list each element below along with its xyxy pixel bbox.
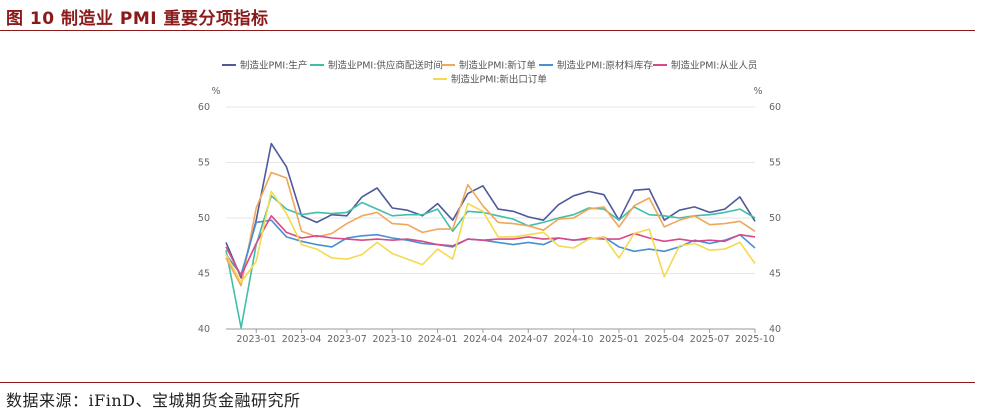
y-tick-label-left: 40	[198, 324, 210, 335]
x-tick-label: 2024-01	[418, 334, 458, 345]
bottom-rule	[0, 382, 975, 383]
x-tick-label: 2025-10	[735, 334, 775, 345]
y-unit-right: %	[753, 86, 762, 97]
legend-label: 制造业PMI:新订单	[459, 60, 536, 72]
chart-axes: 40 40 45 45 50 50 55 55 60 60% % 2023-01 2023-04 2023…	[198, 86, 781, 345]
y-tick-label-right: 50	[769, 213, 781, 224]
series-line-4	[225, 219, 756, 276]
figure-title: 图 10 制造业 PMI 重要分项指标	[6, 9, 269, 29]
source-note: 数据来源：iFinD、宝城期货金融研究所	[6, 391, 301, 410]
x-tick-label: 2023-04	[282, 334, 322, 345]
legend-label: 制造业PMI:从业人员	[671, 60, 757, 72]
x-tick-label: 2023-01	[236, 334, 276, 345]
series-line-1	[225, 142, 756, 279]
legend-label: 制造业PMI:生产	[240, 60, 307, 72]
y-tick-label-left: 50	[198, 213, 210, 224]
legend-label: 制造业PMI:原材料库存	[557, 60, 653, 72]
y-tick-label-right: 60	[769, 102, 781, 113]
y-tick-label-right: 55	[769, 158, 781, 169]
series-line-5	[225, 215, 756, 277]
y-tick-label-left: 55	[198, 158, 210, 169]
legend-label: 制造业PMI:新出口订单	[451, 74, 547, 86]
x-tick-label: 2024-04	[463, 334, 503, 345]
x-tick-label: 2024-10	[554, 334, 594, 345]
y-unit-left: %	[211, 86, 220, 97]
x-tick-label: 2024-07	[508, 334, 548, 345]
chart-series	[225, 142, 756, 329]
y-tick-label-right: 45	[769, 269, 781, 280]
series-line-3	[225, 171, 756, 287]
legend-label: 制造业PMI:供应商配送时间	[328, 60, 443, 72]
y-tick-label-left: 60	[198, 102, 210, 113]
x-tick-label: 2023-07	[327, 334, 367, 345]
chart-legend: 制造业PMI:生产 制造业PMI:供应商配送时间 制造业PMI:新订单 制造业PMI:…	[222, 60, 757, 86]
top-rule	[0, 30, 975, 31]
x-tick-label: 2025-01	[599, 334, 639, 345]
y-tick-label-right: 40	[769, 324, 781, 335]
x-tick-label: 2023-10	[372, 334, 412, 345]
x-tick-label: 2025-04	[644, 334, 684, 345]
x-tick-label: 2025-07	[690, 334, 730, 345]
y-tick-label-left: 45	[198, 269, 210, 280]
series-line-6	[225, 190, 756, 284]
series-line-2	[225, 195, 756, 329]
